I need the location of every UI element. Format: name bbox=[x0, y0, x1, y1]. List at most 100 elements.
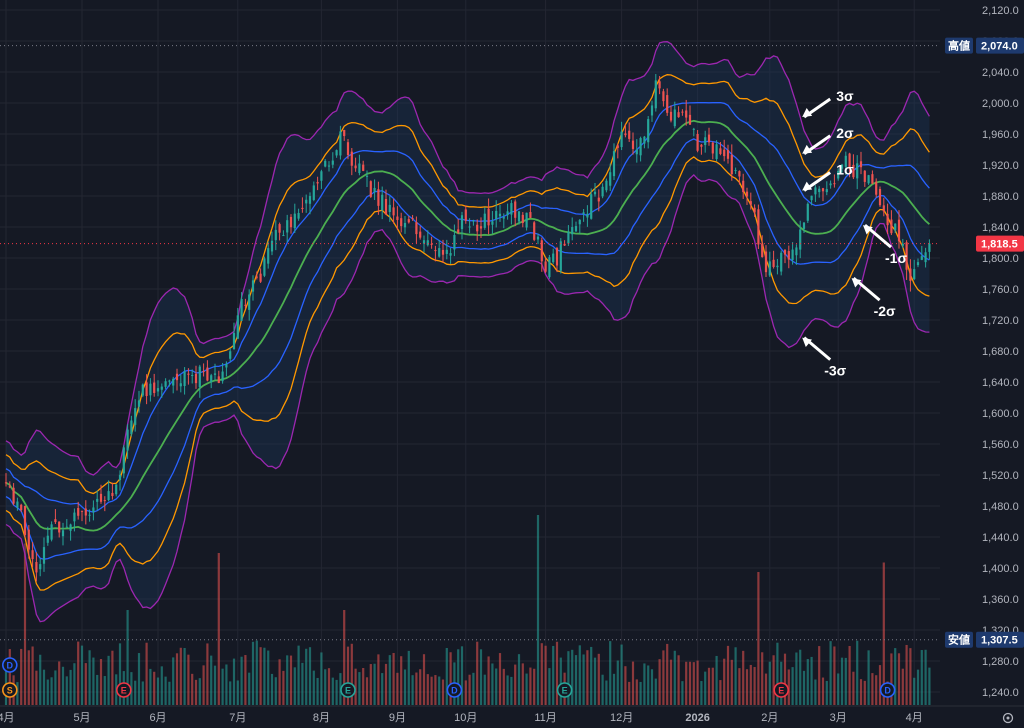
candle bbox=[80, 510, 84, 522]
candle bbox=[681, 109, 684, 116]
candle-body bbox=[320, 171, 323, 181]
candle bbox=[688, 105, 692, 125]
candle bbox=[783, 248, 787, 264]
candle bbox=[301, 197, 304, 213]
candle bbox=[654, 73, 657, 112]
candle bbox=[669, 105, 673, 123]
time-tick-label: 4月 bbox=[0, 712, 15, 724]
candle-body bbox=[137, 400, 141, 407]
candle bbox=[392, 198, 395, 224]
candle-body bbox=[407, 219, 410, 223]
volume-bar bbox=[137, 653, 141, 705]
candle-body bbox=[179, 383, 182, 387]
candle bbox=[42, 537, 46, 572]
high-price-tag-value-box bbox=[976, 37, 1024, 54]
volume-bar bbox=[289, 655, 293, 705]
candle bbox=[96, 490, 99, 511]
candle bbox=[757, 204, 760, 249]
volume-bar bbox=[381, 673, 384, 705]
candle-body bbox=[297, 212, 300, 219]
annotation-label: 1σ bbox=[836, 162, 854, 178]
high-price-tag-label-box bbox=[945, 37, 973, 54]
candle bbox=[825, 181, 828, 196]
candle-body bbox=[677, 112, 680, 118]
candle-body bbox=[742, 180, 745, 193]
volume-bar bbox=[548, 668, 551, 705]
event-marker-label: D bbox=[451, 686, 458, 696]
volume-bar bbox=[863, 680, 866, 705]
candle-body bbox=[517, 211, 521, 222]
candle-body bbox=[308, 196, 312, 204]
volume-bar bbox=[358, 672, 361, 705]
price-axis[interactable]: 1,240.01,280.01,320.01,360.01,400.01,440… bbox=[945, 5, 1024, 699]
candle-body bbox=[650, 105, 654, 116]
candle-body bbox=[479, 226, 483, 229]
candle bbox=[597, 189, 600, 212]
candle bbox=[791, 242, 794, 265]
candle-body bbox=[42, 547, 46, 564]
candle-body bbox=[316, 182, 319, 184]
candle-body bbox=[662, 91, 665, 102]
candle bbox=[73, 508, 76, 532]
settings-button[interactable] bbox=[1002, 712, 1014, 724]
volume-bar bbox=[476, 641, 479, 705]
candle-body bbox=[609, 172, 612, 186]
candle bbox=[776, 258, 779, 275]
volume-bar bbox=[799, 649, 802, 705]
candle bbox=[764, 245, 768, 277]
candle-body bbox=[711, 142, 714, 154]
candle-body bbox=[460, 215, 464, 230]
candle-body bbox=[422, 240, 426, 244]
candle bbox=[453, 224, 456, 257]
volume-bar bbox=[263, 647, 266, 705]
candle-body bbox=[149, 383, 152, 396]
candle-body bbox=[909, 268, 912, 281]
volume-bar bbox=[350, 643, 353, 705]
candle-body bbox=[605, 180, 608, 191]
volume-bar bbox=[821, 677, 825, 705]
candle-body bbox=[878, 188, 882, 206]
candle bbox=[647, 116, 650, 149]
time-axis[interactable]: 4月 5月 6月 7月 8月 9月 10月 11月 12月 2026 2月 3月 4月 bbox=[0, 705, 1024, 724]
candle-body bbox=[635, 149, 638, 155]
candle-body bbox=[4, 482, 8, 484]
candle bbox=[707, 127, 711, 146]
candle bbox=[31, 542, 34, 568]
candle-body bbox=[806, 203, 809, 221]
candle-body bbox=[529, 212, 532, 218]
candle bbox=[517, 210, 521, 225]
candle-body bbox=[73, 512, 76, 522]
candle bbox=[533, 221, 536, 242]
candle bbox=[183, 367, 186, 395]
candle bbox=[217, 370, 220, 384]
volume-bar bbox=[468, 674, 471, 705]
event-marker-label: D bbox=[884, 686, 891, 696]
price-tick-label: 1,520.0 bbox=[982, 470, 1019, 482]
volume-bar bbox=[605, 680, 608, 705]
annotation-l3: -3σ bbox=[802, 336, 847, 379]
candle-body bbox=[210, 375, 213, 383]
candle-body bbox=[552, 253, 555, 263]
time-tick-label: 11月 bbox=[534, 712, 556, 724]
candle-body bbox=[616, 145, 619, 148]
candle-body bbox=[639, 138, 642, 156]
price-tick-label: 1,480.0 bbox=[982, 501, 1019, 513]
candle-body bbox=[768, 261, 771, 276]
time-tick-label: 2月 bbox=[761, 712, 778, 724]
candle-body bbox=[734, 170, 737, 172]
bollinger-bands bbox=[5, 41, 930, 623]
candle bbox=[552, 248, 555, 264]
candle-body bbox=[913, 269, 916, 280]
candle-body bbox=[346, 142, 350, 156]
volume-bar bbox=[525, 673, 528, 705]
candle bbox=[267, 241, 270, 269]
candle-body bbox=[753, 207, 756, 213]
volume-bar bbox=[23, 543, 27, 705]
candle-body bbox=[244, 304, 247, 306]
candle-body bbox=[810, 195, 813, 201]
candle bbox=[624, 124, 627, 138]
candle bbox=[666, 88, 669, 116]
candle bbox=[339, 125, 342, 160]
candle-body bbox=[704, 137, 707, 146]
